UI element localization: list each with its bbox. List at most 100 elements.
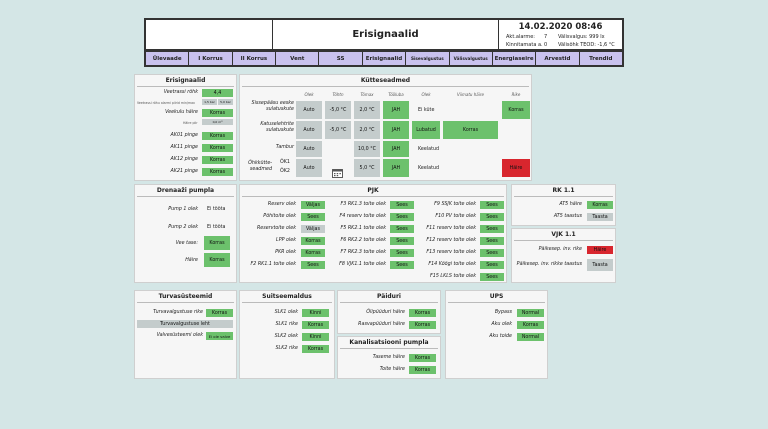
temp-max-input[interactable]: 2,0 °C <box>354 101 380 119</box>
mode-button[interactable]: Auto <box>296 159 322 177</box>
pjk-label: F12 reserv toite olek <box>426 238 476 243</box>
state-value: Ei küte <box>418 108 435 113</box>
water-level-label: Vee tase: <box>175 241 198 246</box>
pjk-value: Sees <box>480 273 504 281</box>
panel-title: RK 1.1 <box>552 187 575 194</box>
pjk-value: Sees <box>390 225 414 233</box>
calendar-icon[interactable] <box>332 163 343 182</box>
slk-value: Kinni <box>302 333 329 341</box>
inverter-reset-button[interactable]: Taasta <box>587 259 613 271</box>
water-use-alarm-label: Veekulu häire <box>165 110 198 115</box>
panel-title: Kanalisatsiooni pumpla <box>349 339 429 346</box>
pressure-max[interactable]: 5,0 bar <box>218 99 233 105</box>
pump-alarm-label: Häire <box>185 258 198 263</box>
alarm-limit-note: Häire piir <box>183 121 198 125</box>
mode-button[interactable]: Auto <box>296 141 322 157</box>
permission-value[interactable]: JAH <box>383 141 409 157</box>
col-header: Olek <box>304 92 314 97</box>
nav-energiaseire[interactable]: Energiaseire <box>493 52 537 65</box>
temp-max-input[interactable]: 10,0 °C <box>354 141 380 157</box>
water-pressure-note: Veetrassi rõhu alarmi piirid min/max <box>137 101 195 105</box>
at5-alarm-label: AT5 häire <box>559 202 582 207</box>
divider <box>137 86 234 87</box>
pjk-value: Sees <box>480 249 504 257</box>
pjk-label: F2 RK1.1 toite olek <box>250 262 296 267</box>
pjk-value: Sees <box>301 213 325 221</box>
temp-min-input[interactable]: -5,0 °C <box>325 121 351 139</box>
pjk-label: Põhitoite olek <box>263 214 296 219</box>
nav-trendid[interactable]: Trendid <box>589 55 613 62</box>
nav-i-korrus[interactable]: I Korrus <box>189 52 233 65</box>
fault-value: Häire <box>502 159 530 177</box>
ups-label: Bypass <box>494 310 512 315</box>
pump2-label: Pump 2 olek <box>168 225 198 230</box>
pjk-label: Reserv olek <box>267 202 296 207</box>
divider <box>137 196 234 197</box>
ups-value: Normal <box>517 309 544 317</box>
unconfirmed-label: Kinnitamata a. <box>506 42 543 48</box>
pjk-value: Sees <box>390 249 414 257</box>
alarm-limit-value[interactable]: 0,0 m³ <box>202 119 233 125</box>
separator-value: Korras <box>409 309 436 317</box>
mode-button[interactable]: Auto <box>296 121 322 139</box>
outdoor-temp: Välisõhk TEOD: -1,6 °C <box>558 42 615 48</box>
separator-label: Rasvapüüduri häire <box>358 322 405 327</box>
pjk-value: Väljas <box>301 201 325 209</box>
alarms-count[interactable]: 7 <box>544 34 548 40</box>
emergency-light-page-button[interactable]: Turvavalgustuse leht <box>137 320 233 328</box>
alarm-system-value: Ei ole valve <box>206 332 233 340</box>
pjk-label: F7 RK2.3 toite olek <box>340 250 386 255</box>
ak11-label: AK11 pinge <box>170 145 198 150</box>
pjk-label: F15 LKLS toite olek <box>430 274 476 279</box>
nav-ulevaade[interactable]: Ülevaade <box>146 52 190 65</box>
ups-label: Aku toide <box>489 334 512 339</box>
water-pressure-value: 4,4 <box>202 89 233 97</box>
fault-value: Korras <box>502 101 530 119</box>
pjk-label: Reservtoite olek <box>256 226 296 231</box>
slk-label: SLK2 olek <box>274 334 298 339</box>
mode-button[interactable]: Auto <box>296 101 322 119</box>
divider <box>242 196 504 197</box>
panel-title: VJK 1.1 <box>551 231 576 238</box>
panel-turva: Turvasüsteemid Turvavalgustuse rike Korr… <box>134 290 237 379</box>
nav-erisignaalid[interactable]: Erisignaalid <box>363 52 407 65</box>
temp-max-input[interactable]: 2,0 °C <box>354 121 380 139</box>
pjk-value: Sees <box>480 225 504 233</box>
permission-value[interactable]: JAH <box>383 101 409 119</box>
temp-min-input[interactable]: -5,0 °C <box>325 101 351 119</box>
nav-arvestid[interactable]: Arvestid <box>536 52 580 65</box>
panel-ups: UPS Bypass Normal Aku olek Korras Aku to… <box>445 290 548 379</box>
water-level-value: Korras <box>204 236 230 250</box>
ak01-label: AK01 pinge <box>170 133 198 138</box>
pressure-min[interactable]: 1,5 bar <box>202 99 217 105</box>
slk-label: SLK2 rike <box>275 346 298 351</box>
permission-value[interactable]: JAH <box>383 121 409 139</box>
nav-vent[interactable]: Vent <box>276 52 320 65</box>
pjk-label: F13 reserv toite olek <box>426 250 476 255</box>
permission-value[interactable]: JAH <box>383 159 409 177</box>
col-header: Tõhtn <box>332 92 344 97</box>
nav-ii-korrus[interactable]: II Korrus <box>233 52 277 65</box>
nav-valisvalgustus[interactable]: Välisvalgustus <box>450 52 493 65</box>
unconfirmed-count[interactable]: 0 <box>544 42 548 48</box>
divider <box>137 302 234 303</box>
col-header: Tõmax <box>360 92 374 97</box>
sub-label: ÕK2 <box>280 169 290 174</box>
slk-label: SLK1 rike <box>275 322 298 327</box>
nav-sisevalgustus[interactable]: Sisevalgustus <box>406 52 450 65</box>
separator-value: Korras <box>409 321 436 329</box>
at5-reset-button[interactable]: Taasta <box>587 213 613 221</box>
col-header: Rike <box>511 92 521 97</box>
divider <box>514 240 613 241</box>
slk-value: Korras <box>302 345 329 353</box>
pjk-value: Sees <box>480 213 504 221</box>
slk-value: Korras <box>302 321 329 329</box>
pump-alarm-value: Korras <box>204 253 230 267</box>
pjk-label: F6 RK2.2 toite olek <box>340 238 386 243</box>
temp-max-input[interactable]: 5,0 °C <box>354 159 380 177</box>
divider <box>242 302 332 303</box>
nav-bar: Ülevaade I Korrus II Korrus Vent SS Eris… <box>144 51 624 67</box>
sewer-value: Korras <box>409 366 436 374</box>
nav-ss[interactable]: SS <box>319 52 363 65</box>
ak21-value: Korras <box>202 168 233 176</box>
